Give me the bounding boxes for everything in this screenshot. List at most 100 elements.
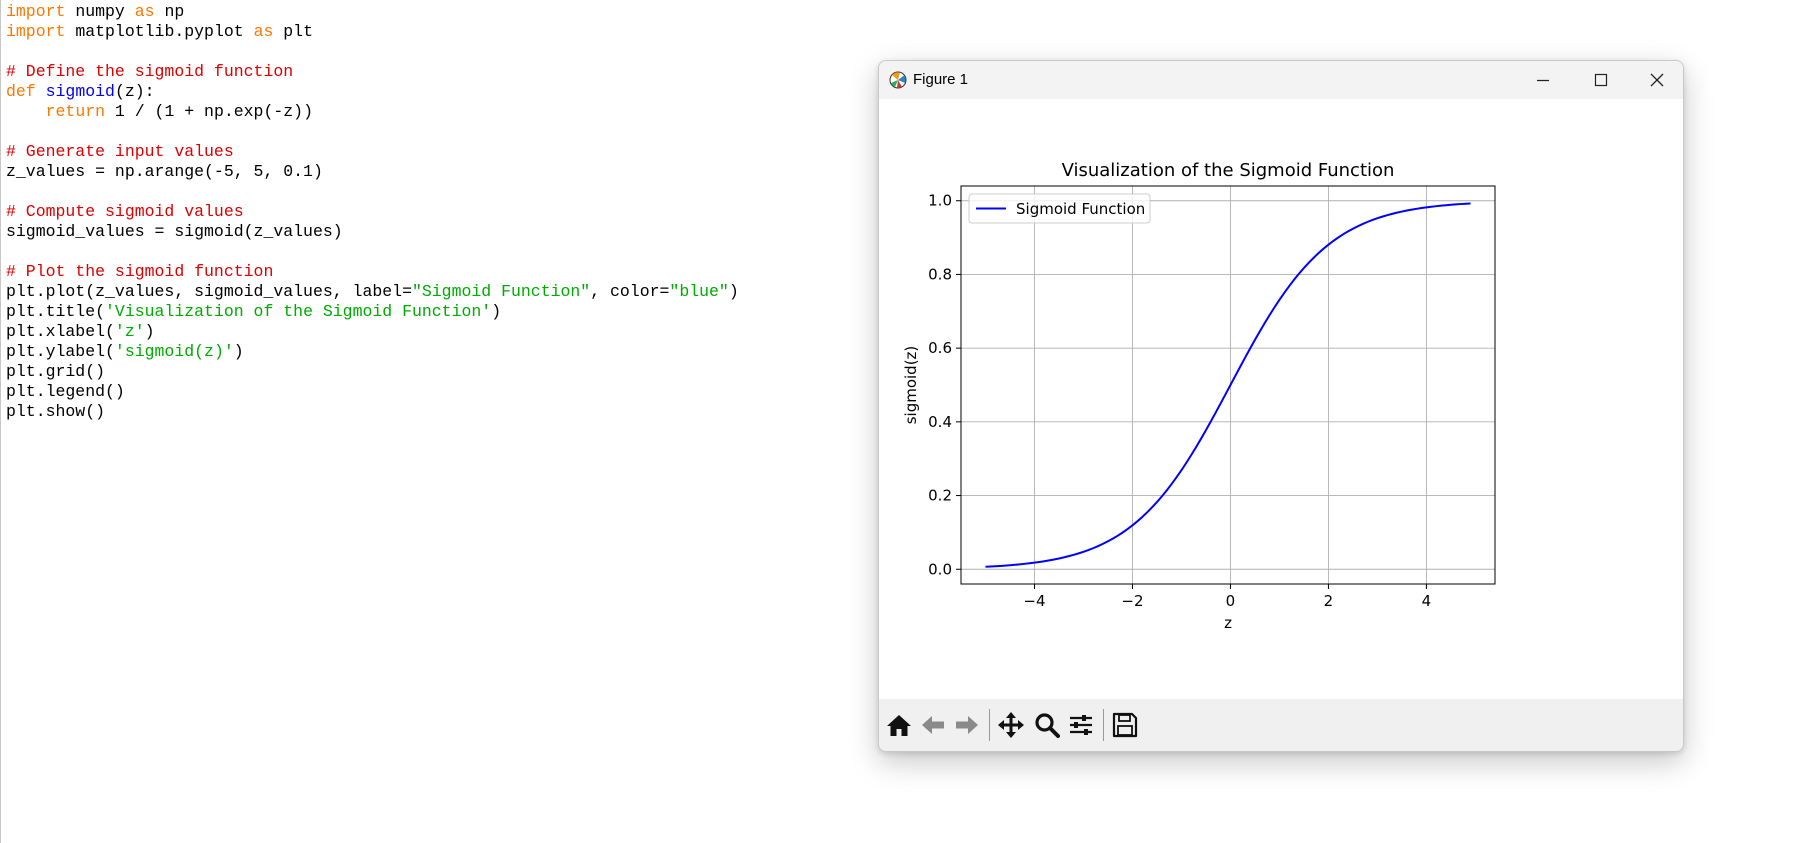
- figure-canvas[interactable]: −4 −2 0 2 4 0.0 0.2 0.4 0.6 0.8 1.0 Visualization o…: [879, 99, 1683, 699]
- code-token: return: [45, 102, 106, 121]
- code-token: # Define the sigmoid function: [6, 62, 294, 81]
- code-line: [6, 42, 866, 62]
- forward-button[interactable]: [951, 709, 983, 741]
- x-axis-label: z: [1224, 614, 1232, 632]
- code-token: "Sigmoid Function": [411, 282, 591, 301]
- code-line: import numpy as np: [6, 2, 866, 22]
- code-token: plt.grid(): [6, 362, 106, 381]
- y-tick-label: 0.2: [928, 487, 952, 505]
- code-token: import: [6, 22, 66, 41]
- minimize-icon: [1537, 79, 1549, 82]
- legend-label: Sigmoid Function: [1016, 200, 1145, 218]
- code-line: plt.show(): [6, 402, 866, 422]
- navigation-toolbar: [879, 699, 1683, 751]
- code-line: plt.grid(): [6, 362, 866, 382]
- axes-frame: [960, 185, 1496, 585]
- maximize-button[interactable]: [1573, 61, 1629, 99]
- code-token: plt.title(: [6, 302, 106, 321]
- code-line: sigmoid_values = sigmoid(z_values): [6, 222, 866, 242]
- minimize-button[interactable]: [1515, 61, 1571, 99]
- code-token: (z):: [114, 82, 155, 101]
- close-button[interactable]: [1629, 61, 1683, 99]
- code-token: plt.legend(): [6, 382, 125, 401]
- figure-window[interactable]: Figure 1 −4 −2 0 2 4 0.0 0.2 0.4 0.6 0.8 1.0 Visual…: [878, 60, 1684, 752]
- code-token: numpy: [65, 2, 135, 21]
- code-line: [6, 182, 866, 202]
- code-line: plt.xlabel('z'): [6, 322, 866, 342]
- code-line: [6, 122, 866, 142]
- code-token: import: [6, 2, 66, 21]
- code-token: [6, 102, 46, 121]
- code-token: 'sigmoid(z)': [114, 342, 234, 361]
- back-button[interactable]: [917, 709, 949, 741]
- x-tick-label: −4: [1023, 592, 1045, 610]
- x-tick-label: 2: [1324, 592, 1334, 610]
- chart-title: Visualization of the Sigmoid Function: [1062, 160, 1395, 181]
- save-icon: [1112, 712, 1138, 738]
- home-icon: [887, 715, 911, 736]
- y-tick-label: 0.0: [928, 560, 952, 578]
- code-line: plt.legend(): [6, 382, 866, 402]
- code-token: "blue": [669, 282, 729, 301]
- code-line: # Define the sigmoid function: [6, 62, 866, 82]
- code-token: ): [728, 282, 739, 301]
- code-token: z_values = np.arange(-5, 5, 0.1): [6, 162, 323, 181]
- home-button[interactable]: [883, 709, 915, 741]
- code-line: plt.plot(z_values, sigmoid_values, label…: [6, 282, 866, 302]
- code-token: plt.xlabel(: [6, 322, 115, 341]
- code-token: sigmoid: [45, 82, 115, 101]
- code-token: plt.plot(z_values, sigmoid_values, label…: [6, 282, 412, 301]
- sigmoid-chart[interactable]: −4 −2 0 2 4 0.0 0.2 0.4 0.6 0.8 1.0 Visualization o…: [879, 99, 1683, 699]
- code-token: # Plot the sigmoid function: [6, 262, 274, 281]
- code-token: plt.show(): [6, 402, 106, 421]
- y-tick-label: 0.8: [928, 265, 952, 283]
- code-token: def: [6, 82, 36, 101]
- toolbar-separator: [1103, 709, 1104, 741]
- code-token: plt.ylabel(: [6, 342, 115, 361]
- y-tick-label: 1.0: [928, 192, 952, 210]
- configure-subplots-button[interactable]: [1065, 709, 1097, 741]
- back-arrow-icon: [922, 716, 944, 734]
- code-line: return 1 / (1 + np.exp(-z)): [6, 102, 866, 122]
- code-line: # Compute sigmoid values: [6, 202, 866, 222]
- code-line: [6, 242, 866, 262]
- forward-arrow-icon: [956, 716, 978, 734]
- y-axis-label: sigmoid(z): [902, 346, 920, 425]
- code-token: [36, 82, 46, 101]
- x-tick-label: 4: [1422, 592, 1432, 610]
- pan-button[interactable]: [995, 709, 1027, 741]
- toolbar-separator: [989, 709, 990, 741]
- save-button[interactable]: [1109, 709, 1141, 741]
- code-token: ): [491, 302, 502, 321]
- window-titlebar[interactable]: Figure 1: [879, 61, 1683, 99]
- code-token: ): [233, 342, 244, 361]
- code-token: , color=: [590, 282, 670, 301]
- editor-left-border: [0, 0, 1, 843]
- matplotlib-app-icon: [887, 69, 909, 91]
- series-line-sigmoid: [985, 202, 1471, 568]
- zoom-icon: [1035, 713, 1060, 738]
- code-token: # Generate input values: [6, 142, 234, 161]
- code-token: matplotlib.pyplot: [65, 22, 254, 41]
- configure-subplots-icon: [1070, 715, 1092, 735]
- code-token: sigmoid_values = sigmoid(z_values): [6, 222, 343, 241]
- legend-box: [968, 193, 1151, 224]
- window-title: Figure 1: [913, 71, 969, 88]
- x-tick-label: −2: [1121, 592, 1143, 610]
- code-token: 'z': [114, 322, 145, 341]
- code-token: as: [253, 22, 274, 41]
- code-token: 'Visualization of the Sigmoid Function': [105, 302, 492, 321]
- code-line: # Generate input values: [6, 142, 866, 162]
- pan-icon: [998, 712, 1024, 738]
- code-line: plt.title('Visualization of the Sigmoid …: [6, 302, 866, 322]
- x-tick-label: 0: [1226, 592, 1236, 610]
- code-editor[interactable]: import numpy as np import matplotlib.pypl…: [6, 2, 866, 422]
- code-line: def sigmoid(z):: [6, 82, 866, 102]
- code-token: plt: [273, 22, 313, 41]
- zoom-button[interactable]: [1031, 709, 1063, 741]
- y-tick-label: 0.6: [928, 339, 952, 357]
- code-line: plt.ylabel('sigmoid(z)'): [6, 342, 866, 362]
- code-line: import matplotlib.pyplot as plt: [6, 22, 866, 42]
- code-token: # Compute sigmoid values: [6, 202, 244, 221]
- code-line: z_values = np.arange(-5, 5, 0.1): [6, 162, 866, 182]
